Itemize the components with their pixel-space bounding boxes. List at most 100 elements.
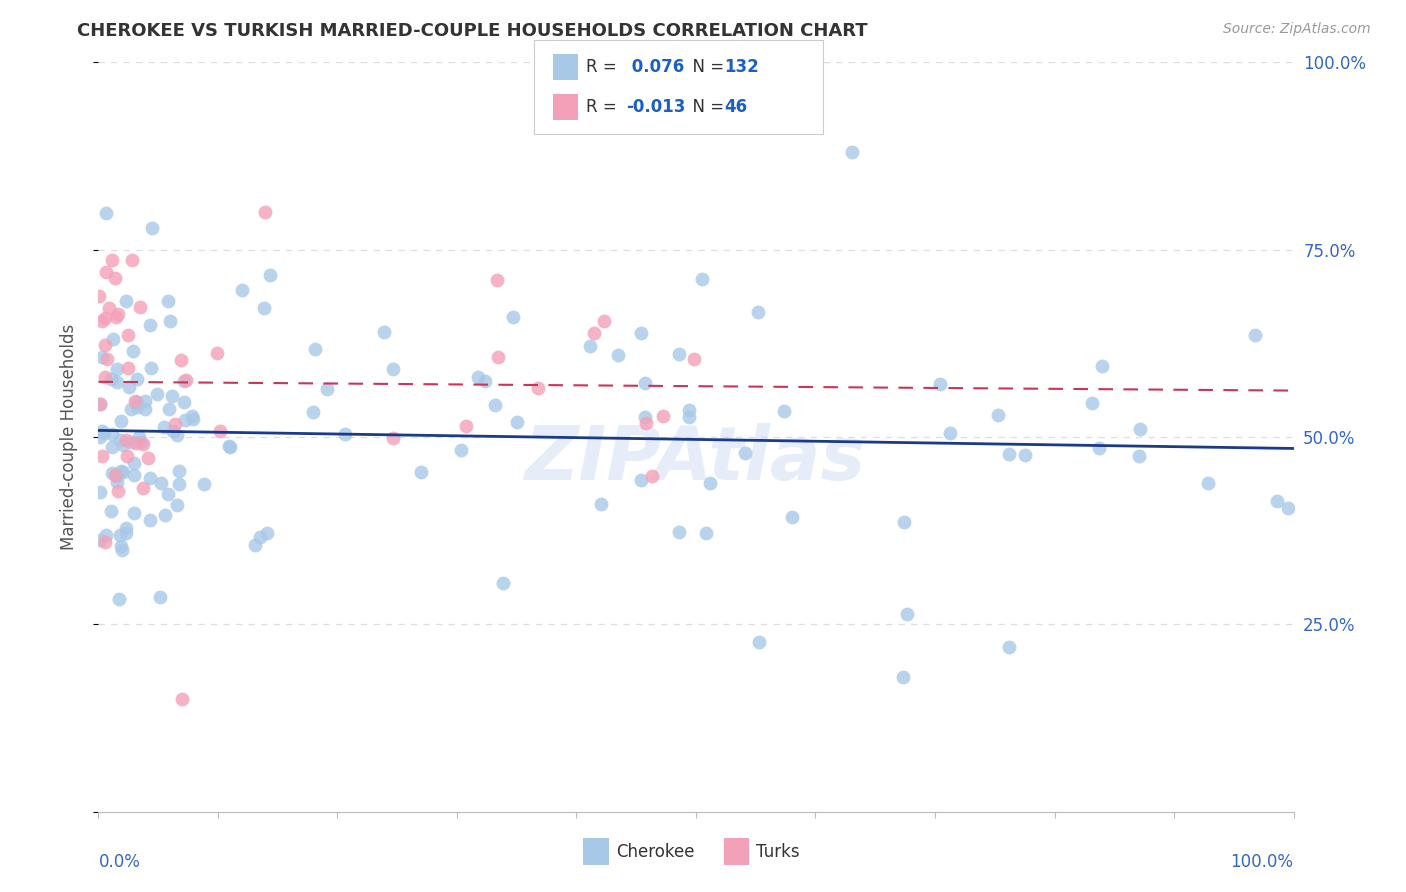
Point — [141, 221, 163, 235]
Point — [132, 481, 155, 495]
Point — [1277, 500, 1299, 515]
Point — [105, 468, 128, 483]
Text: Cherokee: Cherokee — [616, 843, 695, 861]
Point — [120, 402, 142, 417]
Point — [486, 351, 509, 365]
Point — [153, 508, 176, 523]
Point — [122, 456, 145, 470]
Point — [485, 273, 508, 287]
Point — [159, 314, 181, 328]
Point — [893, 515, 915, 529]
Point — [105, 362, 128, 376]
Point — [591, 497, 613, 511]
Point — [987, 408, 1010, 422]
Point — [145, 387, 167, 401]
Point — [94, 338, 117, 352]
Point — [94, 535, 117, 549]
Point — [105, 469, 128, 483]
Point — [484, 399, 506, 413]
Point — [183, 412, 205, 426]
Text: 46: 46 — [724, 98, 747, 116]
Point — [1265, 494, 1288, 508]
Point — [139, 360, 162, 375]
Point — [101, 427, 124, 442]
Point — [115, 433, 138, 447]
Point — [583, 326, 606, 341]
Point — [128, 430, 150, 444]
Point — [110, 414, 132, 428]
Point — [170, 692, 193, 706]
Point — [502, 310, 524, 324]
Point — [593, 314, 616, 328]
Point — [634, 376, 657, 391]
Point — [108, 433, 131, 447]
Point — [1244, 327, 1267, 342]
Point — [132, 437, 155, 451]
Point — [121, 253, 143, 268]
Point — [139, 513, 162, 527]
Point — [678, 402, 700, 417]
Point — [243, 538, 266, 552]
Point — [167, 464, 190, 478]
Point — [122, 467, 145, 482]
Point — [115, 449, 138, 463]
Point — [231, 283, 253, 297]
Point — [125, 436, 148, 450]
Text: 100.0%: 100.0% — [1230, 853, 1294, 871]
Text: R =: R = — [586, 98, 623, 116]
Point — [170, 353, 193, 368]
Point — [127, 395, 149, 409]
Point — [129, 300, 152, 314]
Point — [641, 469, 664, 483]
Point — [139, 318, 162, 333]
Point — [606, 348, 628, 362]
Point — [173, 413, 195, 427]
Point — [112, 438, 135, 452]
Point — [122, 344, 145, 359]
Point — [253, 205, 276, 219]
Point — [90, 351, 112, 365]
Point — [115, 521, 138, 535]
Point — [110, 464, 132, 478]
Point — [115, 293, 138, 308]
Point — [90, 449, 112, 463]
Point — [1129, 422, 1152, 436]
Point — [998, 447, 1021, 461]
Point — [100, 372, 122, 386]
Text: Turks: Turks — [756, 843, 800, 861]
Point — [253, 301, 276, 315]
Point — [1087, 441, 1109, 455]
Point — [122, 506, 145, 520]
Point — [107, 483, 129, 498]
Text: 0.0%: 0.0% — [98, 853, 141, 871]
Point — [734, 446, 756, 460]
Point — [678, 410, 700, 425]
Point — [87, 288, 110, 302]
Point — [492, 576, 515, 591]
Text: R =: R = — [586, 58, 623, 76]
Point — [108, 528, 131, 542]
Point — [117, 360, 139, 375]
Point — [209, 424, 232, 438]
Point — [333, 427, 356, 442]
Point — [94, 310, 117, 325]
Point — [173, 395, 195, 409]
Point — [153, 420, 176, 434]
Point — [104, 468, 127, 483]
Point — [107, 308, 129, 322]
Text: N =: N = — [682, 58, 730, 76]
Point — [117, 328, 139, 343]
Point — [841, 145, 863, 160]
Point — [181, 409, 204, 423]
Point — [149, 475, 172, 490]
Point — [90, 314, 112, 328]
Text: Source: ZipAtlas.com: Source: ZipAtlas.com — [1223, 22, 1371, 37]
Point — [782, 510, 804, 524]
Text: ZIPAtlas: ZIPAtlas — [526, 423, 866, 496]
Point — [96, 528, 118, 542]
Point — [115, 525, 138, 540]
Point — [166, 498, 188, 512]
Point — [579, 338, 602, 352]
Point — [315, 382, 337, 396]
Point — [207, 346, 229, 360]
